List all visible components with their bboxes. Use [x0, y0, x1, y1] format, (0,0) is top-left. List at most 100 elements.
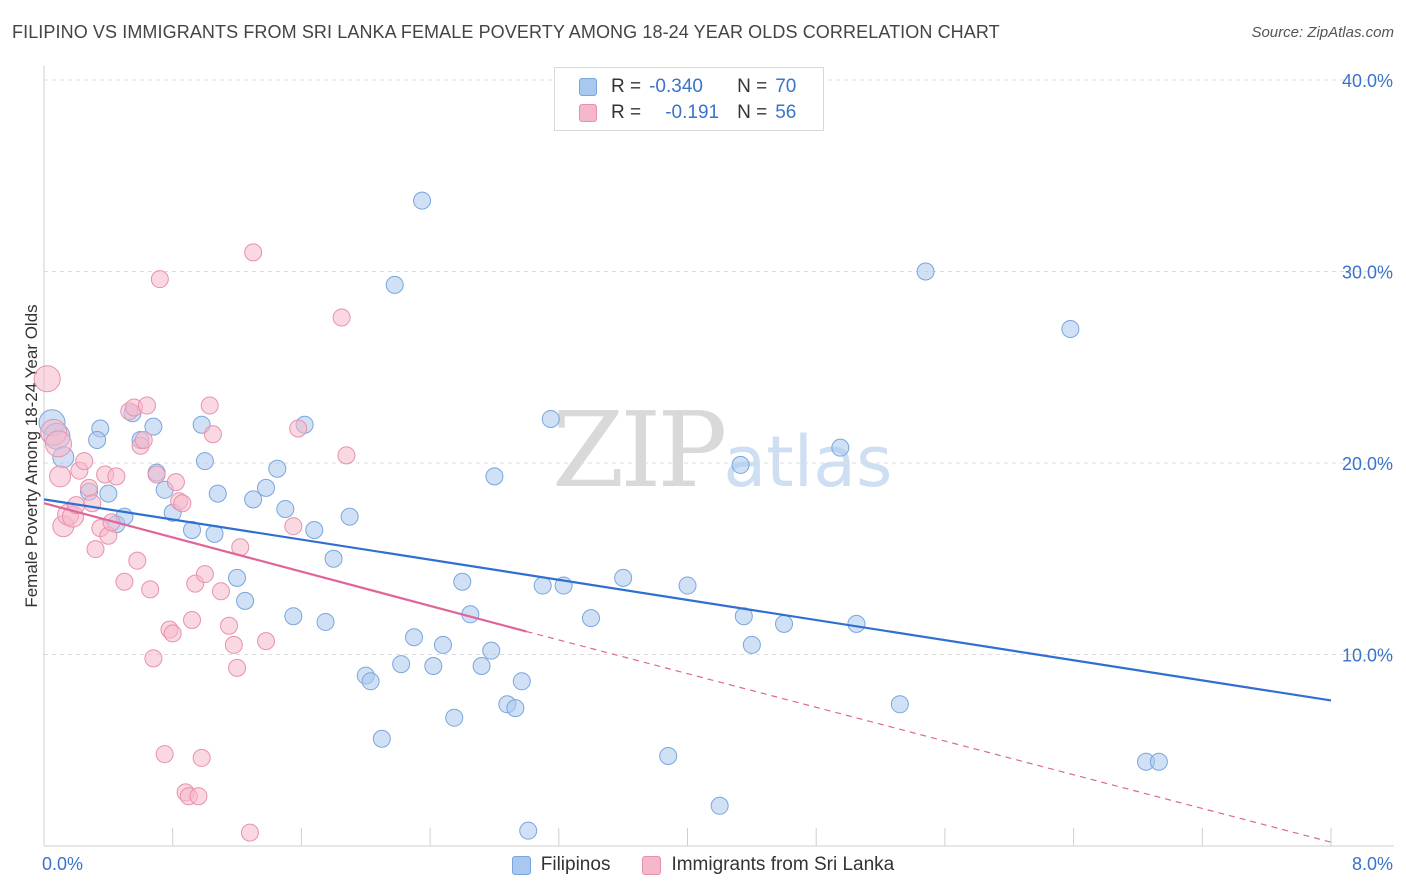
- filipinos-point: [316, 612, 335, 631]
- filipinos-point: [284, 607, 303, 626]
- legend-swatch-pink: [642, 855, 662, 875]
- filipinos-point: [445, 708, 464, 727]
- filipinos-point: [361, 672, 380, 691]
- stats-r-label: R =: [611, 76, 642, 97]
- sri-lanka-point: [211, 582, 230, 601]
- filipinos-point: [482, 641, 501, 660]
- legend-item-sri-lanka[interactable]: Immigrants from Sri Lanka: [642, 854, 894, 876]
- sri-lanka-point: [289, 419, 308, 438]
- sri-lanka-point: [83, 494, 102, 513]
- sri-lanka-point: [244, 243, 263, 262]
- filipinos-point: [775, 614, 794, 633]
- chart-title: FILIPINO VS IMMIGRANTS FROM SRI LANKA FE…: [12, 22, 1000, 42]
- stats-n-label: N =: [737, 76, 768, 97]
- sri-lanka-point: [228, 658, 247, 677]
- legend-item-filipinos[interactable]: Filipinos: [511, 854, 611, 876]
- filipinos-point: [512, 672, 531, 691]
- source-label: Source: ZipAtlas.com: [1251, 24, 1394, 41]
- y-tick-label: 30.0%: [1342, 263, 1393, 283]
- y-tick-label: 10.0%: [1342, 646, 1393, 666]
- stats-swatch-blue: [579, 78, 597, 96]
- filipinos-point: [519, 821, 538, 840]
- stats-n-value: 70: [775, 76, 797, 97]
- x-tick-label: 0.0%: [42, 854, 83, 874]
- stats-r-label: R =: [611, 102, 642, 123]
- stats-n-label: N =: [737, 102, 768, 123]
- sri-lanka-point: [155, 745, 174, 764]
- watermark-zip: ZIP: [552, 389, 727, 511]
- filipinos-point: [453, 572, 472, 591]
- filipinos-point: [144, 417, 163, 436]
- filipinos-point: [533, 576, 552, 595]
- filipinos-point: [472, 656, 491, 675]
- stats-row-filipinos: R = -0.340 N = 70: [579, 74, 796, 100]
- stats-box: R = -0.340 N = 70 R = -0.191 N = 56: [554, 67, 824, 131]
- filipinos-point: [614, 568, 633, 587]
- sri-lanka-trend-line: [43, 502, 527, 633]
- sri-lanka-point: [141, 580, 160, 599]
- sri-lanka-point: [33, 365, 61, 393]
- filipinos-point: [340, 507, 359, 526]
- sri-lanka-point: [224, 635, 243, 654]
- stats-r-value: -0.340: [649, 76, 703, 97]
- filipinos-point: [1061, 319, 1080, 338]
- y-tick-label: 20.0%: [1342, 454, 1393, 474]
- sri-lanka-point: [189, 787, 208, 806]
- sri-lanka-point: [49, 465, 72, 488]
- filipinos-point: [257, 478, 276, 497]
- filipinos-point: [324, 549, 343, 568]
- sri-lanka-point: [44, 430, 72, 458]
- filipinos-point: [228, 568, 247, 587]
- filipinos-point: [208, 484, 227, 503]
- sri-lanka-point: [166, 473, 185, 492]
- filipinos-point: [88, 431, 107, 450]
- sri-lanka-point: [75, 452, 94, 471]
- filipinos-point: [678, 576, 697, 595]
- filipinos-point: [433, 635, 452, 654]
- sri-lanka-point: [115, 572, 134, 591]
- sri-lanka-point: [86, 540, 105, 559]
- filipinos-point: [916, 262, 935, 281]
- filipinos-point: [742, 635, 761, 654]
- legend: Filipinos Immigrants from Sri Lanka: [0, 852, 1406, 878]
- sri-lanka-point: [150, 270, 169, 289]
- filipinos-point: [392, 655, 411, 674]
- stats-n-value: 56: [775, 102, 797, 123]
- sri-lanka-point: [144, 649, 163, 668]
- sri-lanka-point: [337, 446, 356, 465]
- filipinos-point: [276, 499, 295, 518]
- sri-lanka-point: [173, 494, 192, 513]
- stats-row-sri-lanka: R = -0.191 N = 56: [579, 100, 796, 126]
- filipinos-point: [831, 438, 850, 457]
- sri-lanka-point: [192, 748, 211, 767]
- filipinos-point: [659, 746, 678, 765]
- filipinos-point: [236, 591, 255, 610]
- sri-lanka-point: [80, 478, 99, 497]
- sri-lanka-point: [203, 425, 222, 444]
- filipinos-point: [372, 729, 391, 748]
- filipinos-point: [710, 796, 729, 815]
- filipinos-point: [485, 467, 504, 486]
- stats-swatch-pink: [579, 104, 597, 122]
- sri-lanka-point: [147, 465, 166, 484]
- sri-lanka-point: [284, 517, 303, 536]
- filipinos-point: [244, 490, 263, 509]
- filipinos-point: [305, 521, 324, 540]
- legend-label: Immigrants from Sri Lanka: [671, 854, 895, 875]
- legend-label: Filipinos: [540, 854, 611, 875]
- sri-lanka-point: [137, 396, 156, 415]
- filipinos-point: [731, 455, 750, 474]
- filipinos-point: [99, 484, 118, 503]
- sri-lanka-point: [128, 551, 147, 570]
- legend-swatch-blue: [511, 855, 531, 875]
- sri-lanka-point: [183, 611, 202, 630]
- filipinos-point: [890, 695, 909, 714]
- stats-r-value: -0.191: [665, 102, 720, 123]
- filipinos-point: [424, 656, 443, 675]
- filipinos-point: [195, 452, 214, 471]
- watermark: ZIPatlas: [552, 398, 892, 502]
- filipinos-point: [413, 191, 432, 210]
- filipinos-trend-line: [43, 498, 1332, 702]
- sri-lanka-point: [257, 632, 276, 651]
